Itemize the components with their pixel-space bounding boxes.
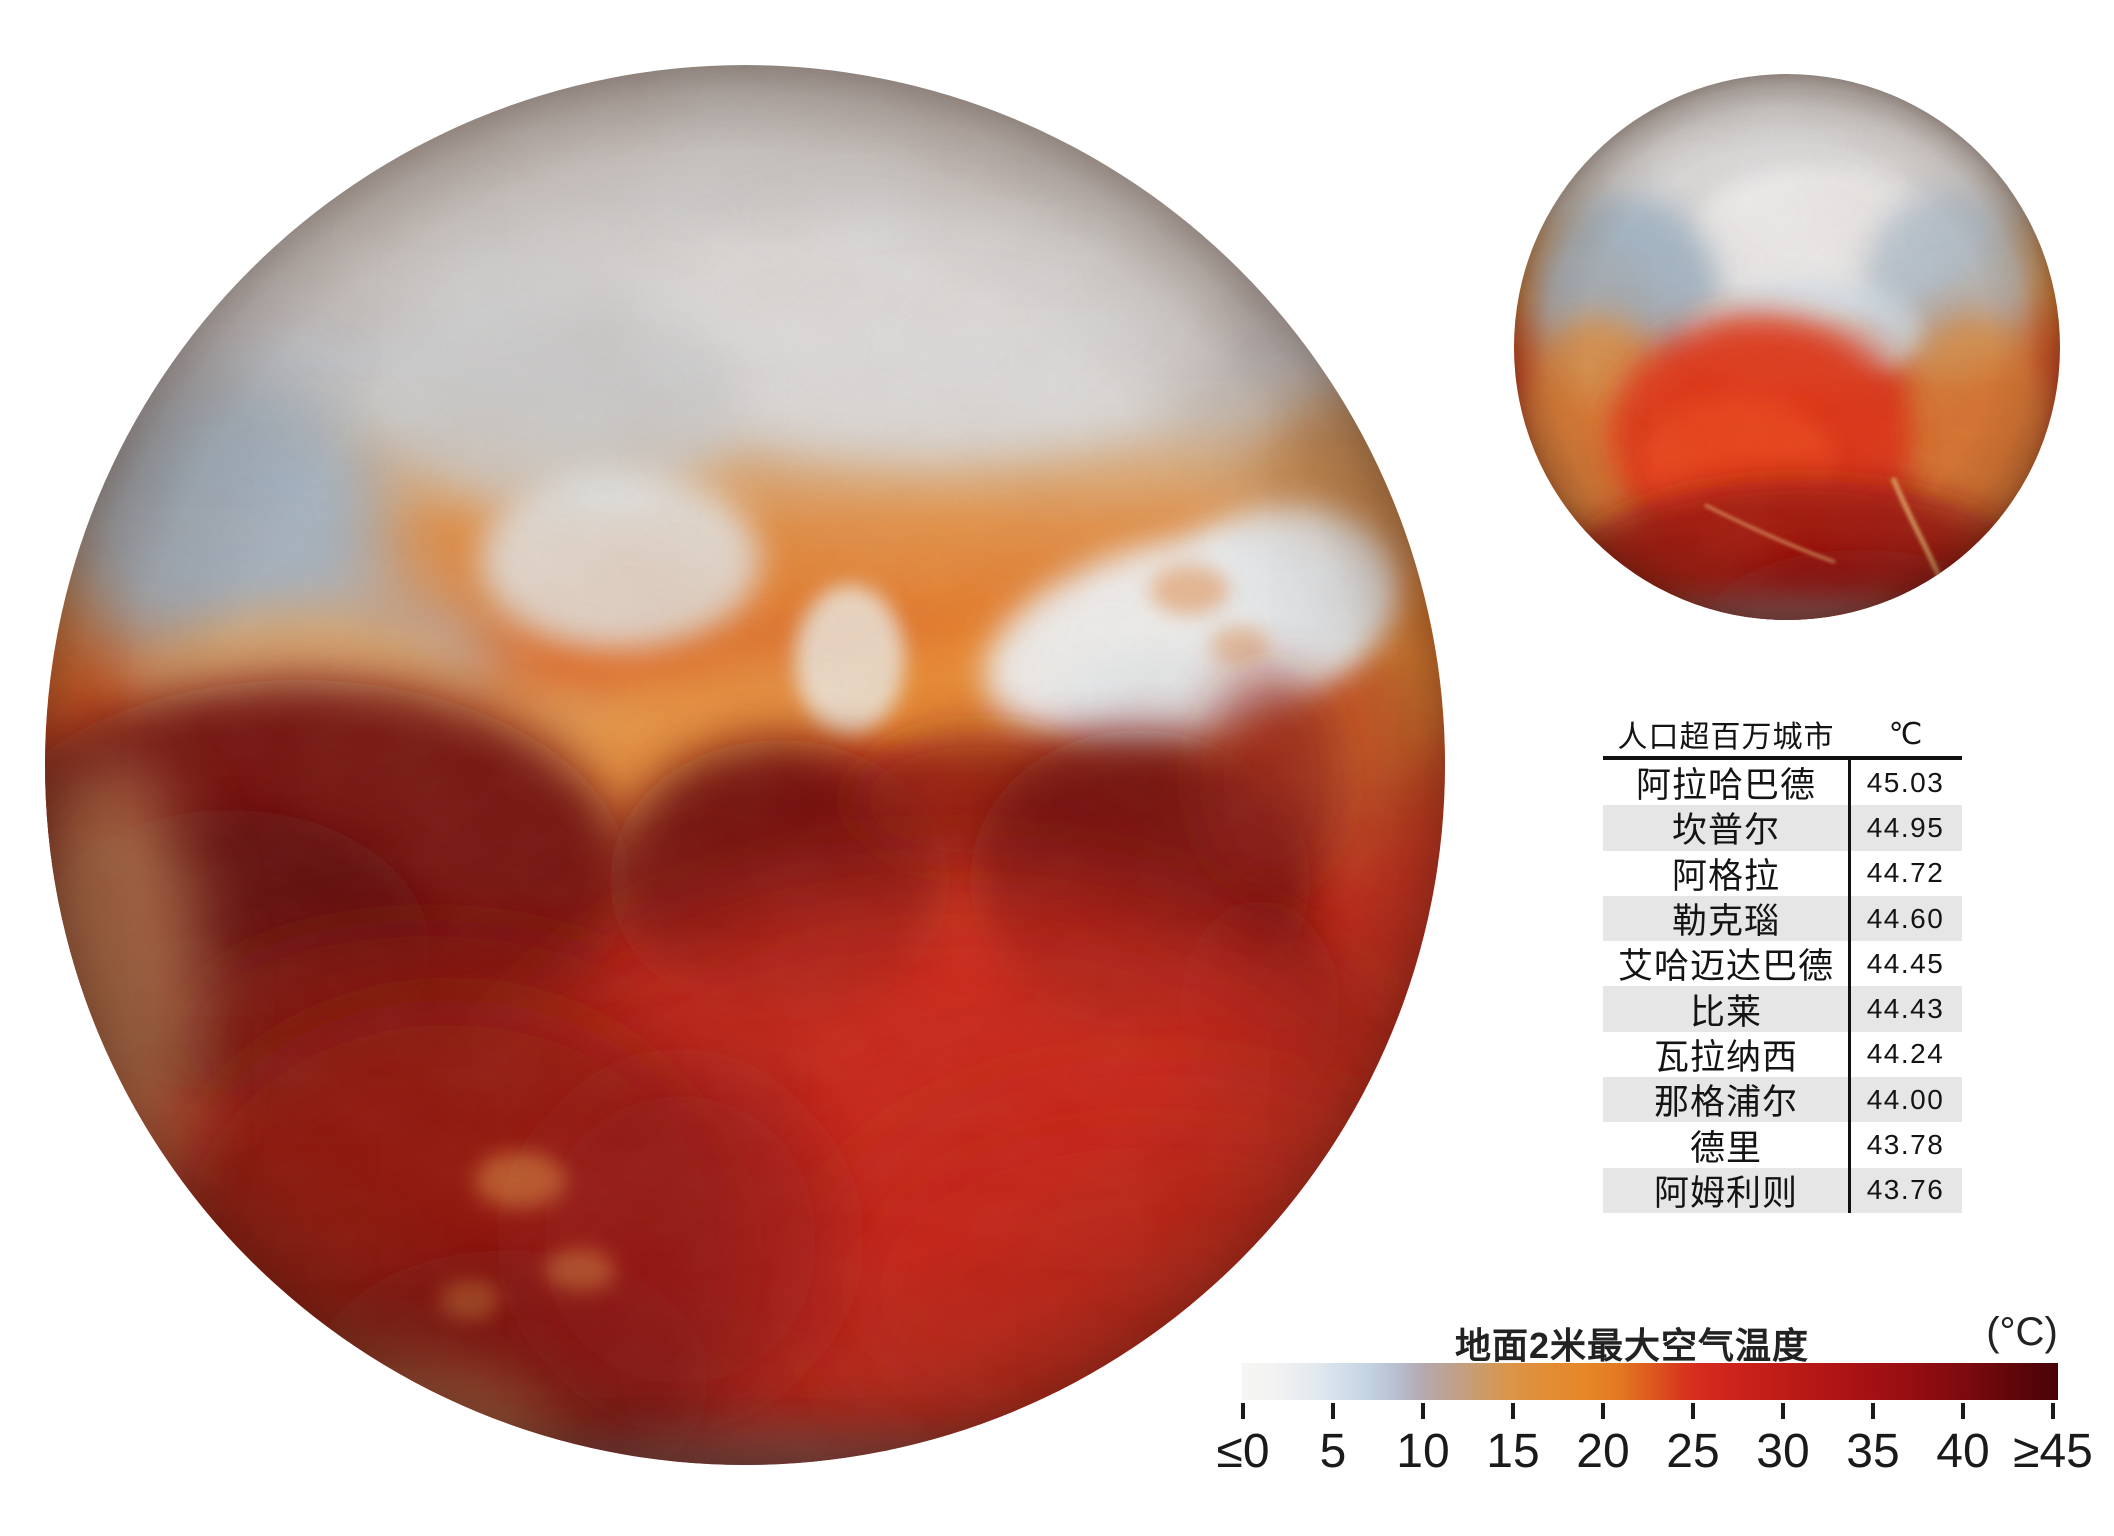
city-temperature: 44.72 — [1866, 857, 1945, 889]
city-name: 德里 — [1689, 1128, 1762, 1168]
colorbar-tick-label: ≤0 — [1216, 1425, 1270, 1478]
colorbar-tick-label: 10 — [1396, 1425, 1450, 1478]
city-temperature: 43.78 — [1866, 1129, 1945, 1161]
table-row: 勒克瑙 44.60 — [1603, 895, 1962, 942]
table-row: 阿格拉 44.72 — [1603, 851, 1962, 896]
tick-mark — [1241, 1403, 1245, 1419]
colorbar-tick-label: 15 — [1486, 1425, 1540, 1478]
table-column-divider — [1847, 756, 1851, 1213]
colorbar-ticks — [1198, 1403, 2098, 1420]
city-name: 瓦拉纳西 — [1653, 1037, 1798, 1077]
city-name: 阿拉哈巴德 — [1635, 766, 1816, 806]
tick-mark — [1511, 1403, 1515, 1419]
city-name: 阿姆利则 — [1653, 1173, 1798, 1213]
colorbar-tick — [1828, 1403, 1918, 1420]
colorbar-tick — [1198, 1403, 1288, 1420]
table-header-city: 人口超百万城市 — [1617, 721, 1835, 754]
table-row: 比莱 44.43 — [1603, 986, 1962, 1032]
colorbar-tick-label: 40 — [1936, 1425, 1990, 1478]
tick-mark — [1961, 1403, 1965, 1419]
tick-mark — [1781, 1403, 1785, 1419]
table-rows: 阿拉哈巴德 45.03 坎普尔 44.95 阿格拉 44.72 勒克瑙 44.6… — [1603, 760, 1962, 1213]
city-temperature: 44.00 — [1866, 1083, 1945, 1115]
colorbar-tick — [1378, 1403, 1468, 1420]
city-name: 那格浦尔 — [1653, 1083, 1798, 1123]
colorbar-gradient — [1242, 1363, 2058, 1400]
city-temperature: 43.76 — [1866, 1174, 1945, 1206]
colorbar-tick — [1648, 1403, 1738, 1420]
city-name: 阿格拉 — [1671, 856, 1780, 896]
colorbar-title: 地面2米最大空气温度 — [1454, 1325, 1810, 1366]
table-row: 阿拉哈巴德 45.03 — [1603, 760, 1962, 805]
colorbar-tick-label: 25 — [1666, 1425, 1720, 1478]
colorbar-tick-label: 20 — [1576, 1425, 1630, 1478]
table-row: 坎普尔 44.95 — [1603, 805, 1962, 851]
colorbar-tick — [1468, 1403, 1558, 1420]
city-name: 勒克瑙 — [1671, 902, 1780, 942]
tick-mark — [1871, 1403, 1875, 1419]
tick-mark — [2051, 1403, 2055, 1419]
colorbar-tick-label: 30 — [1756, 1425, 1810, 1478]
city-name: 艾哈迈达巴德 — [1617, 947, 1834, 987]
colorbar-tick — [1738, 1403, 1828, 1420]
colorbar-labels: ≤0 5 10 15 20 25 30 35 40 ≥45 — [1198, 1424, 2098, 1479]
tick-mark — [1421, 1403, 1425, 1419]
tick-mark — [1691, 1403, 1695, 1419]
small-globe-north-america — [1514, 74, 2060, 620]
table-row: 德里 43.78 — [1603, 1122, 1962, 1168]
table-header: 人口超百万城市 ℃ — [1603, 712, 1962, 760]
city-temperature: 44.45 — [1866, 947, 1945, 979]
colorbar-tick — [2008, 1403, 2098, 1420]
colorbar-tick-label: ≥45 — [2013, 1425, 2093, 1478]
city-temperature: 44.60 — [1866, 902, 1945, 934]
table-row: 阿姆利则 43.76 — [1603, 1167, 1962, 1213]
tick-mark — [1331, 1403, 1335, 1419]
city-temperature: 44.43 — [1866, 993, 1945, 1025]
table-row: 瓦拉纳西 44.24 — [1603, 1032, 1962, 1077]
city-temperature: 44.95 — [1866, 811, 1945, 843]
colorbar-tick-label: 35 — [1846, 1425, 1900, 1478]
tick-mark — [1601, 1403, 1605, 1419]
city-temperature: 44.24 — [1866, 1038, 1945, 1070]
city-temperature: 45.03 — [1866, 766, 1945, 798]
colorbar-tick — [1918, 1403, 2008, 1420]
colorbar-unit: (°C) — [1986, 1310, 2058, 1354]
large-globe-eurasia-africa — [45, 65, 1445, 1465]
table-header-unit: ℃ — [1888, 717, 1923, 751]
city-temperature-table: 人口超百万城市 ℃ 阿拉哈巴德 45.03 坎普尔 44.95 阿格拉 44.7… — [1603, 712, 1962, 1213]
table-row: 艾哈迈达巴德 44.45 — [1603, 941, 1962, 986]
colorbar-tick — [1558, 1403, 1648, 1420]
colorbar-tick — [1288, 1403, 1378, 1420]
table-row: 那格浦尔 44.00 — [1603, 1077, 1962, 1123]
colorbar-tick-label: 5 — [1319, 1425, 1347, 1478]
city-name: 坎普尔 — [1671, 811, 1780, 851]
city-name: 比莱 — [1689, 992, 1762, 1032]
